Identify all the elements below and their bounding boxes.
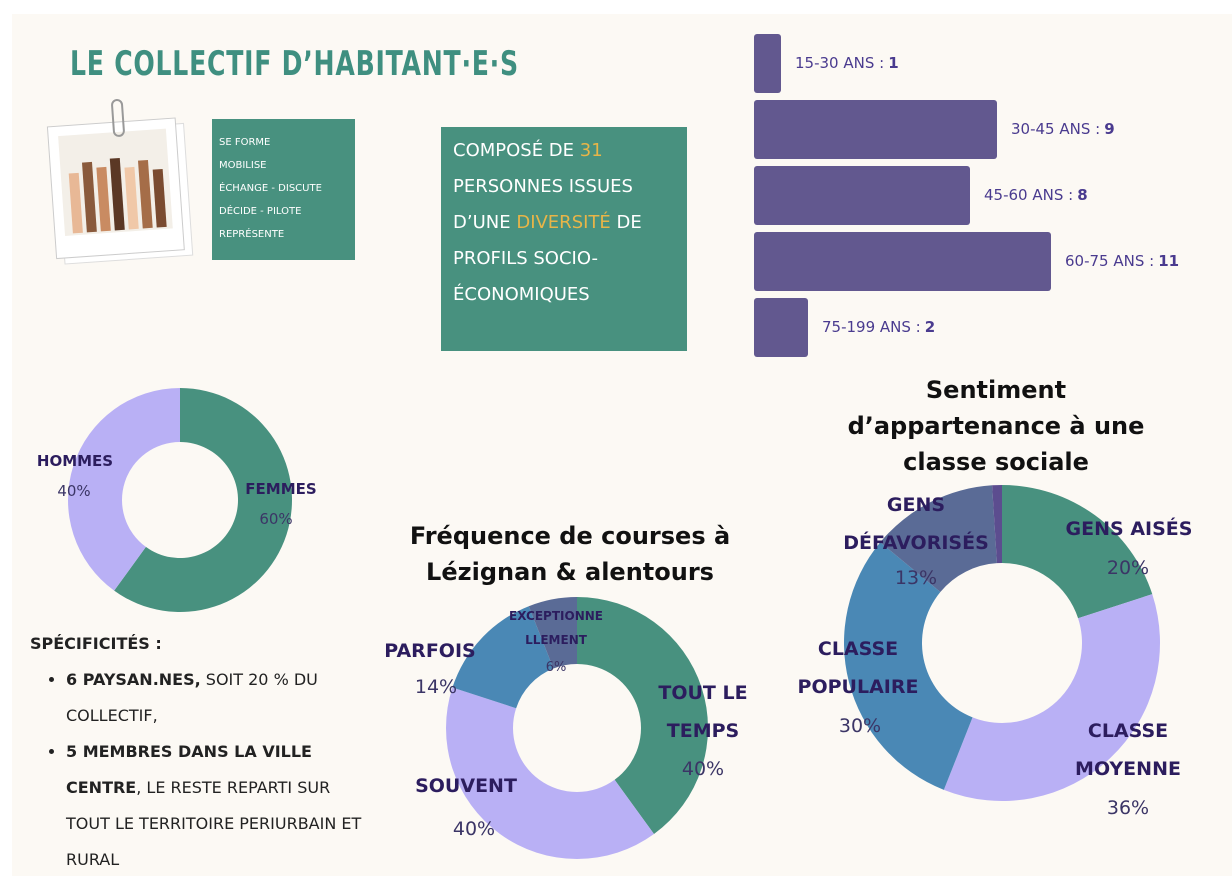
pie-title: Fréquence de courses à Lézignan & alento… bbox=[390, 518, 750, 590]
pie-label: GENS AISÉS bbox=[1054, 510, 1204, 548]
bar-category: 75-199 ANS : bbox=[822, 318, 921, 336]
bar-category: 15-30 ANS : bbox=[795, 54, 884, 72]
roles-box: SE FORME MOBILISE ÉCHANGE - DISCUTE DÉCIDE … bbox=[212, 119, 355, 260]
spec-list: 6 PAYSAN.NES, SOIT 20 % DU COLLECTIF,5 M… bbox=[30, 662, 370, 876]
pie-value-label: 40% bbox=[434, 818, 514, 840]
pie-label: CLASSE MOYENNE bbox=[1063, 712, 1193, 788]
bar-label: 75-199 ANS :2 bbox=[822, 318, 935, 336]
spec-item: 6 PAYSAN.NES, SOIT 20 % DU COLLECTIF, bbox=[66, 662, 370, 734]
summary-text: DIVERSITÉ bbox=[516, 212, 610, 233]
pie-value-label: 13% bbox=[876, 567, 956, 589]
pie-value-label: 20% bbox=[1088, 557, 1168, 579]
summary-text: 31 bbox=[580, 140, 603, 161]
pie-label: PARFOIS bbox=[380, 632, 480, 670]
pie-title: Sentiment d’appartenance à une classe so… bbox=[836, 372, 1156, 480]
photo bbox=[46, 95, 193, 264]
bar-label: 15-30 ANS :1 bbox=[795, 54, 899, 72]
bar bbox=[754, 298, 808, 357]
pie-label: GENS DÉFAVORISÉS bbox=[826, 486, 1006, 562]
role: MOBILISE bbox=[219, 160, 267, 171]
role: DÉCIDE - PILOTE bbox=[219, 206, 301, 217]
pie-value-label: 36% bbox=[1088, 797, 1168, 819]
pie-label: TOUT LE TEMPS bbox=[653, 674, 753, 750]
pie-label: FEMMES bbox=[236, 470, 326, 508]
summary-box: COMPOSÉ DE 31 PERSONNES ISSUES D’UNE DIV… bbox=[441, 127, 687, 351]
bar-label: 45-60 ANS :8 bbox=[984, 186, 1088, 204]
bar-value: 2 bbox=[925, 318, 935, 336]
bar-value: 9 bbox=[1104, 120, 1114, 138]
bar-value: 8 bbox=[1077, 186, 1087, 204]
spec-bold: 6 PAYSAN.NES, bbox=[66, 670, 201, 689]
bar-label: 60-75 ANS :11 bbox=[1065, 252, 1179, 270]
bar-value: 1 bbox=[888, 54, 898, 72]
bar bbox=[754, 34, 781, 93]
pie-value-label: 14% bbox=[396, 676, 476, 698]
pie-label: EXCEPTIONNELLEMENT bbox=[506, 604, 606, 652]
spec-item: 5 MEMBRES DANS LA VILLE CENTRE, LE RESTE… bbox=[66, 734, 370, 876]
pie-label: HOMMES bbox=[30, 442, 120, 480]
page: LE COLLECTIF D’HABITANT·E·S SE FORMEMOBI… bbox=[0, 0, 1232, 876]
bar-label: 30-45 ANS :9 bbox=[1011, 120, 1115, 138]
pie-slice bbox=[1002, 485, 1152, 618]
pie-value-label: 40% bbox=[663, 758, 743, 780]
bar-category: 60-75 ANS : bbox=[1065, 252, 1154, 270]
bar-value: 11 bbox=[1158, 252, 1179, 270]
pie-label: CLASSE POPULAIRE bbox=[788, 630, 928, 706]
pie-value-label: 30% bbox=[820, 715, 900, 737]
bar-category: 30-45 ANS : bbox=[1011, 120, 1100, 138]
pie-value-label: 60% bbox=[236, 510, 316, 528]
bar-category: 45-60 ANS : bbox=[984, 186, 1073, 204]
role: REPRÉSENTE bbox=[219, 229, 284, 240]
specificites: SPÉCIFICITÉS :6 PAYSAN.NES, SOIT 20 % DU… bbox=[30, 626, 370, 876]
bar bbox=[754, 232, 1051, 291]
pie-label: SOUVENT bbox=[406, 767, 526, 805]
summary-text: COMPOSÉ DE bbox=[453, 140, 580, 161]
role: SE FORME bbox=[219, 137, 270, 148]
bar bbox=[754, 100, 997, 159]
bar bbox=[754, 166, 970, 225]
role: ÉCHANGE - DISCUTE bbox=[219, 183, 322, 194]
pie-value-label: 6% bbox=[516, 660, 596, 675]
pie-value-label: 40% bbox=[34, 482, 114, 500]
spec-title: SPÉCIFICITÉS : bbox=[30, 626, 370, 662]
